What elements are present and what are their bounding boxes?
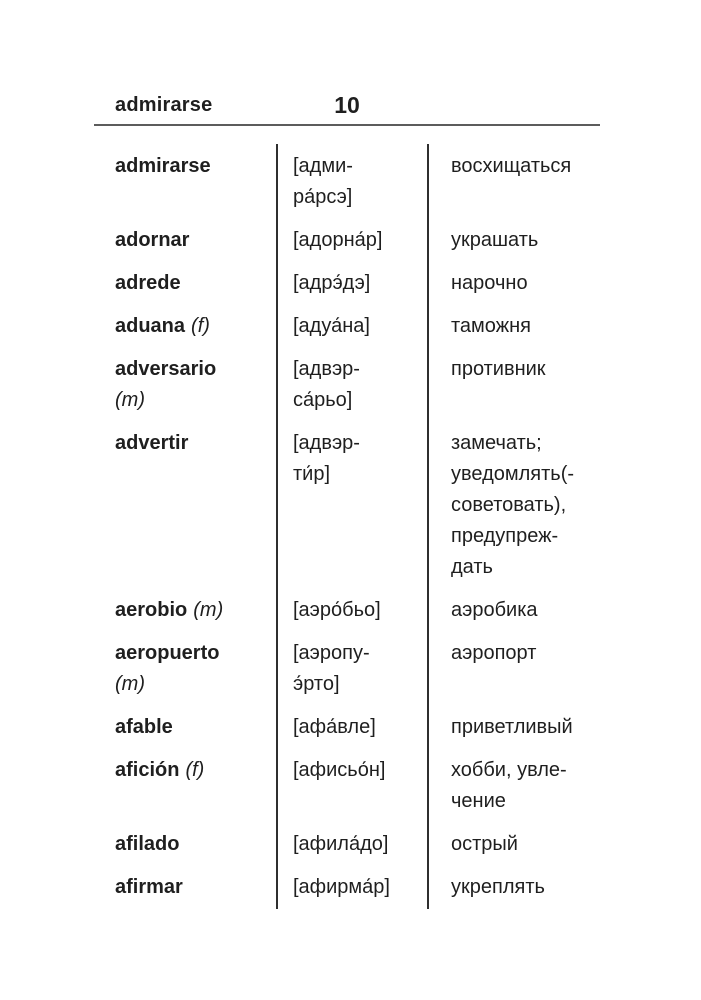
transcription-cell: [афирма́р]	[293, 876, 390, 898]
transcription-cell: [аэропу- э́рто]	[293, 642, 370, 695]
translation-cell: острый	[451, 833, 518, 855]
spanish-word-cell: adornar	[115, 225, 276, 256]
translation-cell: укреплять	[451, 876, 545, 898]
running-head: admirarse	[115, 94, 213, 116]
dictionary-entry: afición (f) [афисьо́н] хобби, увле- чение	[115, 755, 610, 817]
spanish-word-cell: adrede	[115, 268, 276, 299]
spanish-word: aerobio	[115, 599, 188, 621]
dictionary-entry: adrede [адрэ́дэ] нарочно	[115, 268, 610, 299]
gender-marker: (m)	[193, 599, 224, 621]
spanish-word: admirarse	[115, 155, 211, 177]
spanish-word-cell: aerobio (m)	[115, 595, 276, 626]
transcription-cell: [адуа́на]	[293, 315, 370, 337]
transcription-cell: [афисьо́н]	[293, 759, 386, 781]
translation-cell: восхищаться	[451, 155, 572, 177]
gender-marker: (f)	[185, 759, 205, 781]
spanish-word-cell: afirmar	[115, 872, 276, 903]
column-divider-2	[427, 144, 429, 909]
gender-marker: (m)	[115, 673, 145, 695]
spanish-word: adornar	[115, 229, 190, 251]
translation-cell: замечать; уведомлять(- советовать), пред…	[451, 432, 575, 578]
spanish-word: aduana	[115, 315, 186, 337]
translation-cell: противник	[451, 358, 546, 380]
dictionary-entry: aduana (f) [адуа́на] таможня	[115, 311, 610, 342]
transcription-cell: [адрэ́дэ]	[293, 272, 371, 294]
translation-cell: приветливый	[451, 716, 573, 738]
transcription-cell: [адми- ра́рсэ]	[293, 155, 353, 208]
spanish-word: afirmar	[115, 876, 183, 898]
transcription-cell: [аэро́бьо]	[293, 599, 381, 621]
spanish-word-cell: adversario (m)	[115, 354, 276, 416]
spanish-word: afilado	[115, 833, 180, 855]
dictionary-table: admirarse [адми- ра́рсэ] восхищаться ado…	[115, 144, 610, 915]
spanish-word-cell: admirarse	[115, 151, 276, 213]
dictionary-entry: aerobio (m) [аэро́бьо] аэробика	[115, 595, 610, 626]
spanish-word: advertir	[115, 432, 189, 454]
dictionary-entry: admirarse [адми- ра́рсэ] восхищаться	[115, 151, 610, 213]
header-rule	[94, 124, 600, 126]
translation-cell: таможня	[451, 315, 531, 337]
spanish-word-cell: afilado	[115, 829, 276, 860]
transcription-cell: [адвэр- са́рьо]	[293, 358, 360, 411]
spanish-word: afable	[115, 716, 173, 738]
dictionary-entry: afilado [афила́до] острый	[115, 829, 610, 860]
page-number: 10	[334, 92, 360, 118]
dictionary-entry: afirmar [афирма́р] укреплять	[115, 872, 610, 903]
transcription-cell: [афила́до]	[293, 833, 389, 855]
transcription-cell: [адорна́р]	[293, 229, 383, 251]
transcription-cell: [адвэр- ти́р]	[293, 432, 360, 485]
spanish-word: aeropuerto	[115, 642, 220, 664]
spanish-word-cell: aeropuerto (m)	[115, 638, 276, 700]
column-divider-1	[276, 144, 278, 909]
dictionary-entry: adornar [адорна́р] украшать	[115, 225, 610, 256]
translation-cell: хобби, увле- чение	[451, 759, 567, 812]
translation-cell: аэробика	[451, 599, 538, 621]
translation-cell: украшать	[451, 229, 539, 251]
spanish-word: adrede	[115, 272, 181, 294]
transcription-cell: [афа́вле]	[293, 716, 376, 738]
dictionary-entry: afable [афа́вле] приветливый	[115, 712, 610, 743]
dictionary-entry: adversario (m) [адвэр- са́рьо] противник	[115, 354, 610, 416]
gender-marker: (m)	[115, 389, 145, 411]
gender-marker: (f)	[191, 315, 210, 337]
spanish-word-cell: advertir	[115, 428, 276, 583]
translation-cell: аэропорт	[451, 642, 537, 664]
spanish-word-cell: afición (f)	[115, 755, 276, 817]
spanish-word-cell: aduana (f)	[115, 311, 276, 342]
dictionary-entry: aeropuerto (m) [аэропу- э́рто] аэропорт	[115, 638, 610, 700]
dictionary-entry: advertir [адвэр- ти́р] замечать; уведомл…	[115, 428, 610, 583]
translation-cell: нарочно	[451, 272, 528, 294]
spanish-word: adversario	[115, 358, 217, 380]
spanish-word-cell: afable	[115, 712, 276, 743]
spanish-word: afición	[115, 759, 180, 781]
